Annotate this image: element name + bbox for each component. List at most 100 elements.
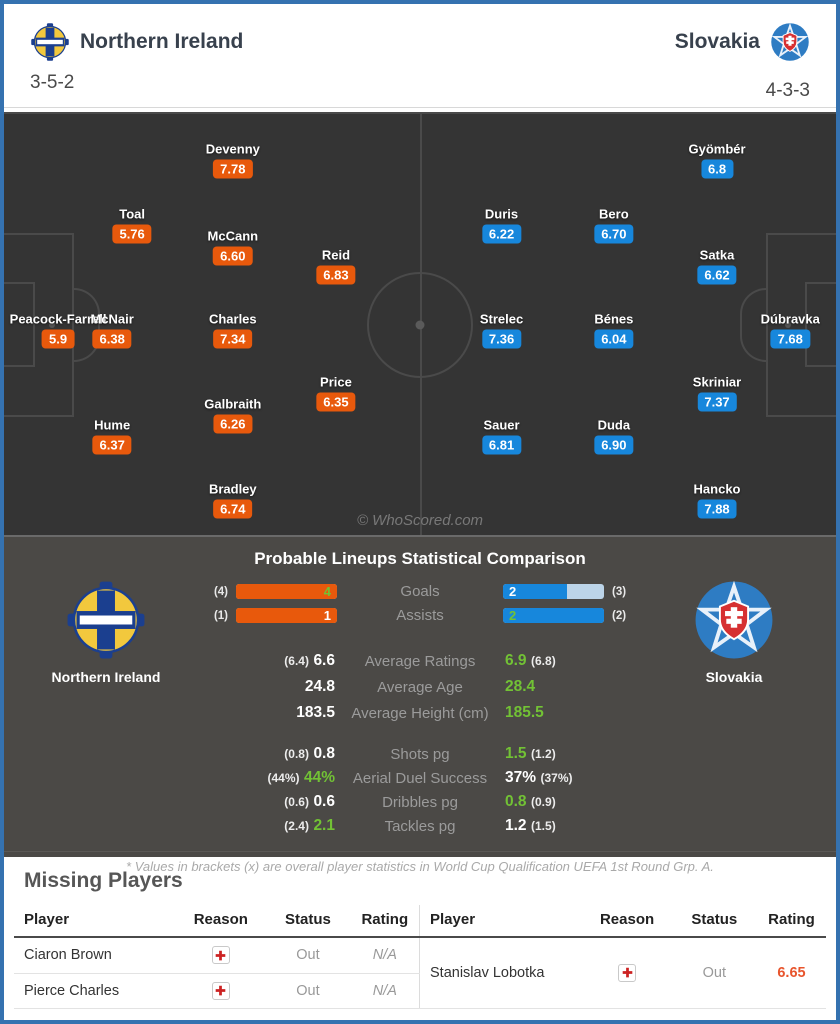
player-marker[interactable]: Price 6.35 bbox=[316, 375, 356, 412]
player-rating-badge: 6.83 bbox=[316, 265, 356, 285]
player-name: Devenny bbox=[205, 141, 260, 157]
table-row: Pierce Charles Out N/A bbox=[14, 973, 420, 1009]
col-rating: Rating bbox=[756, 905, 826, 938]
player-name: Sauer bbox=[483, 417, 520, 433]
rating-value: 6.65 bbox=[777, 965, 806, 981]
player-marker[interactable]: Galbraith 6.26 bbox=[204, 397, 261, 434]
home-bar-value: 1 bbox=[323, 608, 331, 623]
player-marker[interactable]: Gyömbér 6.8 bbox=[688, 141, 746, 179]
rating-cell: 6.65 bbox=[756, 937, 826, 1009]
player-marker[interactable]: Dúbravka 7.68 bbox=[761, 311, 820, 349]
player-marker[interactable]: Charles 7.34 bbox=[208, 311, 257, 349]
player-marker[interactable]: Bradley 6.74 bbox=[209, 482, 257, 519]
player-marker[interactable]: McNair 6.38 bbox=[90, 311, 134, 349]
player-name: Hume bbox=[94, 417, 131, 433]
player-marker[interactable]: Bénes 6.04 bbox=[594, 311, 634, 349]
home-bar-fill bbox=[236, 608, 337, 623]
away-stat-value: 37% bbox=[505, 769, 537, 786]
player-marker[interactable]: Hancko 7.88 bbox=[694, 482, 741, 519]
player-name: Peacock-Farrell bbox=[9, 311, 107, 327]
player-marker[interactable]: Bero 6.70 bbox=[594, 207, 634, 244]
goal-box-left bbox=[4, 282, 35, 367]
pitch-center-circle bbox=[367, 271, 473, 378]
home-stat-value: 0.8 bbox=[313, 745, 335, 762]
player-marker[interactable]: Hume 6.37 bbox=[92, 417, 132, 455]
away-stat-cell: 185.5 bbox=[495, 704, 836, 722]
player-marker[interactable]: Reid 6.83 bbox=[316, 247, 356, 285]
home-bracket-value: (0.6) bbox=[284, 795, 309, 809]
goal-box-right bbox=[805, 282, 836, 367]
player-name: Skriniar bbox=[692, 374, 742, 390]
player-name: Bénes bbox=[594, 311, 634, 327]
comparison-stats-main: (6.4) 6.6 Average Ratings 6.9 (6.8) 24.8… bbox=[4, 648, 836, 726]
player-marker[interactable]: Sauer 6.81 bbox=[481, 417, 522, 455]
comparison-title: Probable Lineups Statistical Comparison bbox=[254, 549, 586, 568]
col-reason: Reason bbox=[582, 905, 672, 938]
away-crest-block: Slovakia bbox=[674, 579, 794, 685]
home-bracket-value: (2.4) bbox=[284, 819, 309, 833]
stat-row: (0.8) 0.8 Shots pg 1.5 (1.2) bbox=[4, 742, 836, 766]
player-marker[interactable]: Skriniar 7.37 bbox=[693, 375, 741, 412]
home-stat-cell: (6.4) 6.6 bbox=[4, 652, 345, 670]
injury-cross-icon bbox=[211, 946, 230, 964]
missing-players-title: Missing Players bbox=[24, 869, 183, 892]
comparison-bars: (4) 4 Goals 2 (3) (1) 1 bbox=[4, 583, 836, 624]
reason-cell bbox=[176, 937, 266, 974]
stat-label: Average Age bbox=[377, 678, 463, 696]
stat-row: 24.8 Average Age 28.4 bbox=[4, 674, 836, 700]
away-bar-value: 2 bbox=[509, 584, 517, 599]
player-name: Gyömbér bbox=[688, 141, 746, 157]
stat-label: Shots pg bbox=[390, 745, 450, 763]
away-team-name[interactable]: Slovakia bbox=[674, 30, 760, 53]
player-name: Strelec bbox=[479, 311, 524, 327]
missing-players-section: Missing Players Player Reason Status Rat… bbox=[4, 857, 836, 1020]
missing-player-name[interactable]: Ciaron Brown bbox=[14, 937, 177, 974]
rating-value: N/A bbox=[372, 982, 397, 999]
home-team-name[interactable]: Northern Ireland bbox=[80, 30, 244, 53]
away-bar-fill bbox=[503, 584, 567, 599]
stat-label: Dribbles pg bbox=[382, 793, 458, 811]
player-name: Galbraith bbox=[204, 396, 262, 412]
table-header-row: Player Reason Status Rating bbox=[14, 905, 420, 938]
away-bracket-value: (1.5) bbox=[531, 819, 556, 833]
stat-row: (2.4) 2.1 Tackles pg 1.2 (1.5) bbox=[4, 814, 836, 838]
away-bracket-value: (37%) bbox=[540, 771, 573, 785]
player-rating-badge: 6.38 bbox=[92, 329, 132, 349]
missing-player-name[interactable]: Pierce Charles bbox=[14, 973, 177, 1009]
player-rating-badge: 6.8 bbox=[700, 159, 734, 179]
home-stat-value: 6.6 bbox=[313, 652, 335, 669]
player-marker[interactable]: Peacock-Farrell 5.9 bbox=[9, 311, 107, 349]
away-stat-value: 1.2 bbox=[505, 817, 527, 834]
player-name: Bradley bbox=[208, 481, 257, 497]
player-rating-badge: 6.37 bbox=[92, 435, 132, 455]
player-rating-badge: 7.36 bbox=[481, 329, 522, 349]
penalty-spot-right bbox=[784, 321, 791, 328]
player-marker[interactable]: McCann 6.60 bbox=[208, 229, 258, 266]
away-bracket-value: (2) bbox=[612, 609, 627, 622]
away-stat-value: 28.4 bbox=[505, 678, 536, 695]
stat-row: (0.6) 0.6 Dribbles pg 0.8 (0.9) bbox=[4, 790, 836, 814]
player-rating-badge: 6.81 bbox=[481, 435, 522, 455]
home-crest-label: Northern Ireland bbox=[51, 669, 161, 685]
away-bracket-value: (1.2) bbox=[531, 747, 556, 761]
table-row: Stanislav Lobotka Out 6.65 bbox=[420, 937, 826, 1009]
player-marker[interactable]: Devenny 7.78 bbox=[205, 141, 260, 179]
home-formation: 3-5-2 bbox=[30, 72, 75, 93]
player-marker[interactable]: Satka 6.62 bbox=[697, 247, 737, 285]
home-stat-cell: 24.8 bbox=[4, 678, 345, 696]
player-marker[interactable]: Toal 5.76 bbox=[112, 207, 152, 244]
stat-label: Average Height (cm) bbox=[351, 704, 489, 722]
stat-row: (44%) 44% Aerial Duel Success 37% (37%) bbox=[4, 766, 836, 790]
missing-player-name[interactable]: Stanislav Lobotka bbox=[420, 937, 583, 1009]
away-stat-value: 6.9 bbox=[505, 652, 527, 669]
player-marker[interactable]: Duris 6.22 bbox=[481, 207, 522, 244]
northern-ireland-crest-icon bbox=[31, 23, 69, 61]
player-marker[interactable]: Duda 6.90 bbox=[594, 418, 634, 455]
stat-row: (6.4) 6.6 Average Ratings 6.9 (6.8) bbox=[4, 648, 836, 674]
away-bracket-value: (3) bbox=[612, 585, 627, 598]
comparison-bar-row: (4) 4 Goals 2 (3) bbox=[194, 583, 646, 600]
player-name: Charles bbox=[208, 311, 257, 327]
player-marker[interactable]: Strelec 7.36 bbox=[479, 311, 524, 349]
col-player: Player bbox=[420, 905, 583, 938]
